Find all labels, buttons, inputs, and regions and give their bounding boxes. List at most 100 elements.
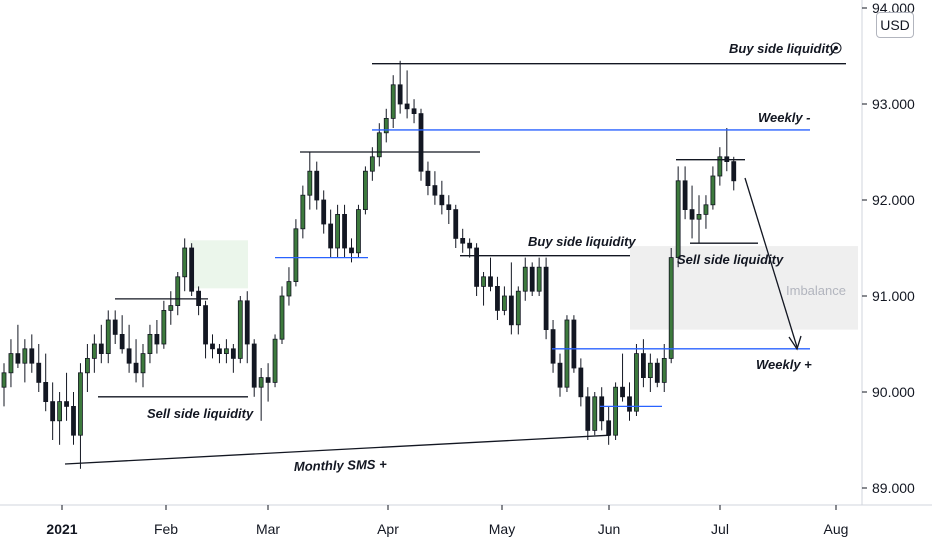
candle-bullish <box>376 132 382 158</box>
candle-bearish <box>467 242 473 249</box>
candle-bearish <box>599 396 605 422</box>
candle-bearish <box>50 401 56 422</box>
candle-bearish <box>217 348 222 354</box>
candle-bullish <box>140 353 146 374</box>
candle-bearish <box>620 386 625 398</box>
candle-bearish <box>439 194 445 206</box>
candle-bullish <box>703 204 709 215</box>
candles-group <box>1 60 737 469</box>
candle-bearish <box>15 353 21 364</box>
candle-bullish <box>161 309 167 345</box>
candle-bearish <box>474 247 480 287</box>
candle-bearish <box>29 348 35 364</box>
candle-bearish <box>43 381 49 402</box>
buy-side-liquidity-mid-label: Buy side liquidity <box>528 234 636 249</box>
candle-bearish <box>133 362 139 374</box>
time-tick-label: Aug <box>824 521 849 537</box>
currency-button[interactable]: USD <box>876 12 914 38</box>
candle-bullish <box>696 213 702 220</box>
candle-bullish <box>147 333 153 354</box>
projection-arrow-line <box>744 177 798 348</box>
candle-bullish <box>369 156 375 172</box>
candle-bullish <box>1 372 7 388</box>
candle-bearish <box>689 209 695 220</box>
candle-bearish <box>98 343 104 354</box>
time-tick-label: Jun <box>598 521 621 537</box>
candle-bearish <box>654 362 660 383</box>
candle-bullish <box>356 209 361 254</box>
candle-bullish <box>515 290 521 326</box>
candle-bullish <box>168 305 174 311</box>
candle-bullish <box>300 194 306 230</box>
candle-bullish <box>91 343 97 359</box>
time-tick-label: Feb <box>154 521 178 537</box>
candle-bullish <box>293 228 299 283</box>
candle-bearish <box>342 213 347 249</box>
candle-bullish <box>223 348 229 354</box>
candle-bearish <box>682 180 688 211</box>
candle-bearish <box>543 266 549 331</box>
candle-bullish <box>362 170 368 210</box>
candle-bullish <box>522 266 528 292</box>
candle-bearish <box>36 362 42 383</box>
eye-icon <box>830 42 842 54</box>
candle-bullish <box>717 156 723 177</box>
candle-bearish <box>244 300 250 345</box>
candle-bearish <box>585 396 591 431</box>
candle-bearish <box>119 333 125 350</box>
time-axis: 2021 Feb Mar Apr May Jun Jul Aug <box>46 505 848 537</box>
candle-bullish <box>383 118 389 134</box>
candle-bullish <box>647 362 653 379</box>
time-tick-label: Apr <box>377 521 399 537</box>
price-tick-label: 92.000 <box>872 192 915 208</box>
candle-bearish <box>404 103 410 110</box>
candle-bearish <box>488 276 493 287</box>
candle-bullish <box>78 372 83 436</box>
price-tick-label: 93.000 <box>872 96 915 112</box>
annotation-lines <box>64 63 846 465</box>
time-tick-label: Mar <box>256 521 280 537</box>
candle-bearish <box>112 319 118 335</box>
demand-zone <box>190 240 248 289</box>
candle-bearish <box>453 209 459 239</box>
candle-bullish <box>307 170 313 196</box>
time-tick-label: Jul <box>711 521 729 537</box>
monthly-sms-label: Monthly SMS + <box>294 457 388 474</box>
candle-bearish <box>446 204 452 211</box>
candle-bullish <box>710 175 716 206</box>
candle-bearish <box>411 108 417 115</box>
price-tick-label: 89.000 <box>872 480 915 496</box>
candle-bearish <box>64 401 69 407</box>
candle-bullish <box>564 319 570 388</box>
imbalance-label: Imbalance <box>786 283 846 298</box>
candle-bearish <box>432 185 438 196</box>
time-tick-label: May <box>489 521 515 537</box>
candle-bearish <box>606 420 612 436</box>
candle-bearish <box>425 170 431 186</box>
candle-bullish <box>279 295 285 340</box>
buy-side-liquidity-top-label: Buy side liquidity <box>729 41 837 56</box>
weekly-plus-label: Weekly + <box>756 357 812 372</box>
candle-bearish <box>557 362 563 388</box>
candle-bearish <box>627 396 632 412</box>
candle-bearish <box>641 353 646 379</box>
price-tick-label: 90.000 <box>872 384 915 400</box>
sell-side-liquidity-left-label: Sell side liquidity <box>147 406 254 421</box>
candle-bullish <box>634 353 639 412</box>
candle-bearish <box>251 343 257 388</box>
candle-bullish <box>237 300 243 359</box>
candle-bullish <box>661 357 667 383</box>
candle-bullish <box>175 276 181 306</box>
candle-bearish <box>397 84 403 105</box>
candle-bullish <box>182 247 188 278</box>
candle-bearish <box>154 333 160 345</box>
candle-bullish <box>8 353 14 374</box>
candle-bullish <box>85 357 90 374</box>
time-tick-label: 2021 <box>46 521 77 537</box>
candle-bullish <box>668 257 674 359</box>
candle-bullish <box>335 213 341 249</box>
candle-bearish <box>578 367 584 398</box>
candle-bullish <box>390 84 396 119</box>
candle-bearish <box>189 247 195 292</box>
